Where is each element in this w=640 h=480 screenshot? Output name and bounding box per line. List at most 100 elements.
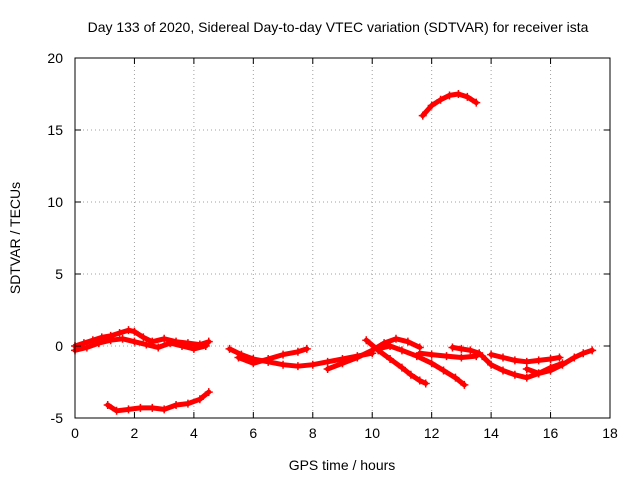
data-point bbox=[415, 349, 424, 358]
series-arc-2 bbox=[71, 334, 210, 355]
data-point bbox=[178, 342, 186, 350]
series-trace bbox=[105, 389, 212, 414]
data-point bbox=[439, 366, 448, 375]
y-tick-label: 20 bbox=[47, 50, 63, 66]
data-point bbox=[448, 343, 457, 352]
data-point bbox=[183, 399, 192, 408]
data-point bbox=[392, 334, 400, 343]
data-point bbox=[451, 373, 460, 382]
data-point bbox=[106, 336, 115, 345]
x-tick-label: 4 bbox=[190, 425, 198, 441]
data-point bbox=[293, 362, 302, 371]
data-point bbox=[386, 342, 395, 350]
data-point bbox=[522, 357, 531, 366]
data-point bbox=[160, 334, 169, 343]
data-point bbox=[427, 359, 436, 368]
data-point bbox=[427, 101, 436, 110]
data-point bbox=[510, 370, 519, 379]
y-tick-label: -5 bbox=[51, 410, 64, 426]
data-point bbox=[418, 111, 427, 120]
data-point bbox=[534, 356, 543, 365]
series-arc-5 bbox=[234, 344, 311, 368]
x-tick-label: 14 bbox=[483, 425, 499, 441]
data-point bbox=[142, 340, 151, 349]
data-point bbox=[397, 346, 406, 355]
x-tick-label: 0 bbox=[71, 425, 79, 441]
series-arc-1 bbox=[71, 326, 213, 350]
data-point bbox=[225, 344, 234, 353]
x-tick-label: 16 bbox=[543, 425, 559, 441]
data-point bbox=[546, 366, 555, 375]
data-point bbox=[406, 370, 415, 379]
data-point bbox=[279, 360, 288, 369]
data-point bbox=[166, 339, 175, 348]
x-tick-label: 12 bbox=[424, 425, 440, 441]
data-point bbox=[234, 353, 243, 362]
data-point bbox=[154, 343, 163, 352]
data-point bbox=[445, 91, 454, 100]
data-point bbox=[427, 350, 436, 359]
series-arc-13 bbox=[487, 350, 564, 366]
data-point bbox=[124, 405, 133, 414]
data-series bbox=[71, 90, 597, 415]
chart-title: Day 133 of 2020, Sidereal Day-to-day VTE… bbox=[88, 19, 589, 35]
data-point bbox=[323, 365, 332, 374]
data-point bbox=[353, 353, 362, 362]
data-point bbox=[130, 327, 139, 336]
data-point bbox=[522, 365, 531, 374]
data-point bbox=[457, 344, 466, 353]
data-point bbox=[421, 379, 430, 388]
data-point bbox=[130, 337, 139, 346]
y-tick-label: 10 bbox=[47, 194, 63, 210]
data-point bbox=[442, 352, 451, 361]
data-point bbox=[555, 353, 564, 362]
data-point bbox=[362, 336, 371, 345]
x-tick-label: 10 bbox=[364, 425, 380, 441]
data-point bbox=[124, 326, 133, 335]
data-point bbox=[454, 90, 463, 98]
data-point bbox=[293, 347, 302, 356]
x-tick-label: 8 bbox=[309, 425, 317, 441]
data-point bbox=[374, 344, 383, 353]
data-point bbox=[323, 357, 332, 366]
data-point bbox=[112, 406, 121, 415]
data-point bbox=[386, 354, 395, 363]
data-point bbox=[460, 380, 469, 389]
grid bbox=[75, 58, 610, 418]
data-point bbox=[139, 333, 148, 342]
x-tick-label: 2 bbox=[131, 425, 139, 441]
axis-ticks: 0 2 4 6 8 10 12 14 16 18 -5 0 5 10 15 20 bbox=[47, 50, 618, 441]
data-point bbox=[534, 369, 543, 378]
data-point bbox=[148, 403, 157, 412]
data-point bbox=[570, 353, 579, 362]
data-point bbox=[522, 373, 531, 382]
data-point bbox=[189, 344, 198, 353]
data-point bbox=[403, 337, 412, 346]
data-point bbox=[338, 359, 347, 368]
data-point bbox=[195, 395, 204, 404]
data-point bbox=[279, 350, 288, 359]
data-point bbox=[463, 92, 472, 101]
data-point bbox=[204, 388, 213, 397]
y-tick-label: 0 bbox=[55, 338, 63, 354]
data-point bbox=[204, 337, 213, 346]
data-point bbox=[478, 352, 487, 361]
x-axis-label: GPS time / hours bbox=[289, 457, 396, 473]
data-point bbox=[499, 353, 507, 362]
data-point bbox=[160, 405, 169, 414]
data-point bbox=[499, 366, 507, 375]
data-point bbox=[249, 359, 258, 368]
data-point bbox=[136, 403, 145, 412]
y-tick-label: 5 bbox=[55, 266, 63, 282]
data-point bbox=[588, 346, 597, 355]
data-point bbox=[308, 360, 317, 369]
data-point bbox=[103, 401, 112, 410]
data-point bbox=[436, 95, 445, 104]
data-point bbox=[487, 360, 496, 369]
data-point bbox=[115, 329, 124, 338]
series-arc-14 bbox=[522, 346, 597, 378]
data-point bbox=[558, 360, 567, 369]
series-arc-8 bbox=[374, 342, 469, 389]
data-point bbox=[302, 344, 311, 353]
